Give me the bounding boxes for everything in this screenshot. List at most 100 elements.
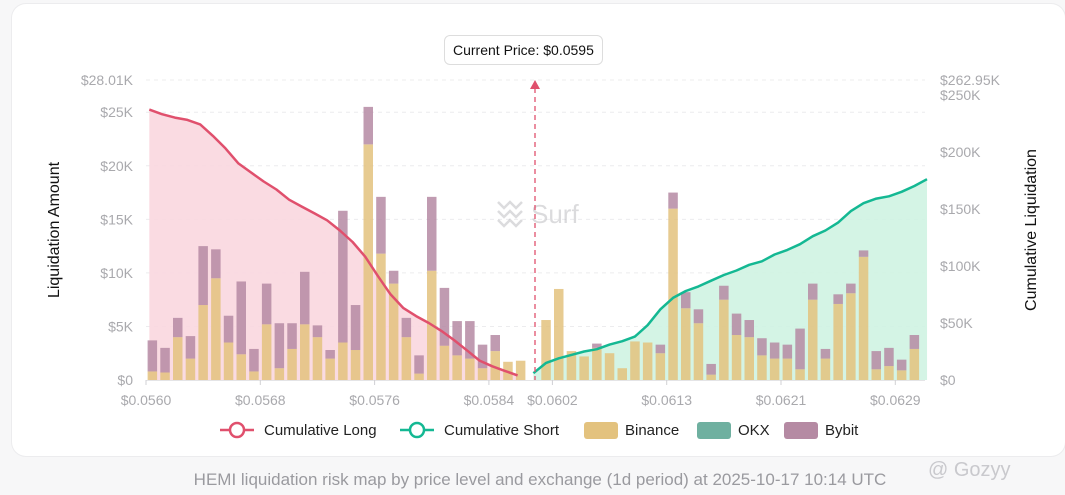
- bybit-bar: [757, 338, 767, 356]
- binance-bar: [401, 337, 412, 380]
- binance-bar: [249, 371, 259, 380]
- bybit-bar: [350, 305, 361, 351]
- bybit-bar: [465, 321, 475, 359]
- x-tick-label: $0.0576: [349, 392, 400, 408]
- bybit-bar: [427, 196, 437, 271]
- bybit-bar: [668, 192, 678, 209]
- x-tick-label: $0.0584: [464, 392, 515, 408]
- surf-logo-icon: [497, 200, 523, 228]
- current-price-arrow-icon: [530, 80, 540, 89]
- binance-bar: [211, 278, 221, 380]
- legend-binance-label: Binance: [625, 422, 679, 439]
- watermark-text: Surf: [531, 199, 579, 229]
- bybit-bar: [439, 287, 450, 346]
- binance-bar: [579, 356, 589, 380]
- right-tick-label: $0: [940, 372, 956, 388]
- y-axis-left-label: Liquidation Amount: [46, 161, 63, 298]
- binance-bar: [541, 320, 551, 380]
- binance-bar: [490, 351, 500, 380]
- x-tick-label: $0.0560: [121, 392, 172, 408]
- bybit-bar: [312, 325, 323, 338]
- binance-bar: [350, 350, 361, 380]
- binance-bar: [782, 358, 793, 380]
- bybit-bar: [884, 347, 894, 367]
- binance-bar: [185, 358, 196, 380]
- binance-bar: [757, 355, 767, 380]
- bybit-bar: [871, 351, 881, 370]
- binance-bar: [744, 337, 754, 380]
- bybit-bar: [909, 335, 920, 349]
- bybit-bar: [896, 359, 907, 371]
- binance-bar: [655, 353, 666, 380]
- right-tick-label: $100K: [940, 258, 981, 274]
- axes: $0 $5K $10K $15K $20K $25K $28.01K $0 $50K $100K $…: [81, 72, 1001, 408]
- binance-bar: [808, 299, 818, 380]
- bybit-bar: [173, 317, 183, 338]
- bybit-bar: [249, 348, 259, 372]
- binance-bar: [896, 370, 907, 380]
- binance-bar: [871, 369, 881, 380]
- left-tick-label: $5K: [108, 318, 134, 334]
- bybit-bar: [655, 344, 666, 354]
- binance-bar: [515, 360, 526, 380]
- cumulative-long-line: [148, 108, 519, 377]
- binance-bar: [554, 288, 564, 380]
- bybit-bar: [681, 292, 691, 309]
- binance-bar: [261, 324, 272, 380]
- legend-bybit-label: Bybit: [825, 422, 859, 439]
- y-axis-right-label: Cumulative Liquidation: [1023, 149, 1040, 311]
- cumulative-short-line: [532, 178, 928, 375]
- bybit-bar: [452, 321, 462, 356]
- left-tick-label: $28.01K: [81, 72, 134, 88]
- bybit-bar: [325, 350, 335, 359]
- binance-bar: [884, 366, 894, 380]
- binance-bar: [465, 358, 475, 380]
- bybit-bar: [211, 249, 221, 279]
- bybit-bar: [160, 347, 170, 373]
- binance-bar: [414, 373, 424, 380]
- x-tick-label: $0.0568: [235, 392, 286, 408]
- bybit-bar: [731, 313, 742, 336]
- legend-binance-swatch: [584, 422, 618, 439]
- binance-bar: [909, 348, 920, 380]
- binance-bar: [681, 308, 691, 380]
- binance-bar: [858, 256, 869, 380]
- bybit-bar: [401, 317, 412, 338]
- current-price-tooltip: Current Price: $0.0595: [444, 35, 603, 65]
- bybit-bar: [719, 285, 729, 300]
- bybit-bar: [236, 281, 246, 355]
- bybit-bar: [782, 344, 793, 359]
- bybit-bar: [858, 250, 869, 257]
- right-tick-label: $250K: [940, 87, 981, 103]
- binance-bar: [287, 348, 297, 380]
- legend-cumulative-long-marker-icon: [228, 421, 246, 439]
- left-tick-label: $25K: [100, 104, 133, 120]
- binance-bar: [477, 368, 488, 380]
- bybit-bar: [846, 283, 856, 294]
- bybit-bar: [744, 320, 754, 338]
- bybit-bar: [833, 294, 843, 304]
- binance-bar: [300, 324, 310, 380]
- bybit-bar: [414, 355, 424, 374]
- bybit-bar: [592, 343, 602, 348]
- binance-bar: [338, 342, 348, 380]
- bybit-bar: [198, 246, 208, 306]
- x-tick-label: $0.0629: [870, 392, 921, 408]
- binance-bar: [769, 358, 780, 380]
- binance-bar: [147, 371, 158, 380]
- legend-okx-label: OKX: [738, 422, 770, 439]
- legend-cumulative-long-label: Cumulative Long: [264, 422, 377, 439]
- binance-bar: [198, 305, 208, 380]
- chart-caption: HEMI liquidation risk map by price level…: [193, 470, 887, 489]
- binance-bar: [630, 341, 640, 380]
- binance-bar: [617, 368, 627, 380]
- bybit-bar: [490, 335, 500, 352]
- bybit-bar: [363, 106, 373, 145]
- bybit-bar: [185, 336, 196, 359]
- binance-bar: [706, 374, 716, 380]
- legend: Cumulative Long Cumulative Short Binance OK…: [220, 421, 859, 439]
- left-tick-label: $10K: [100, 265, 133, 281]
- right-tick-label: $262.95K: [940, 72, 1001, 88]
- left-tick-label: $0: [117, 372, 133, 388]
- binance-bar: [592, 347, 602, 380]
